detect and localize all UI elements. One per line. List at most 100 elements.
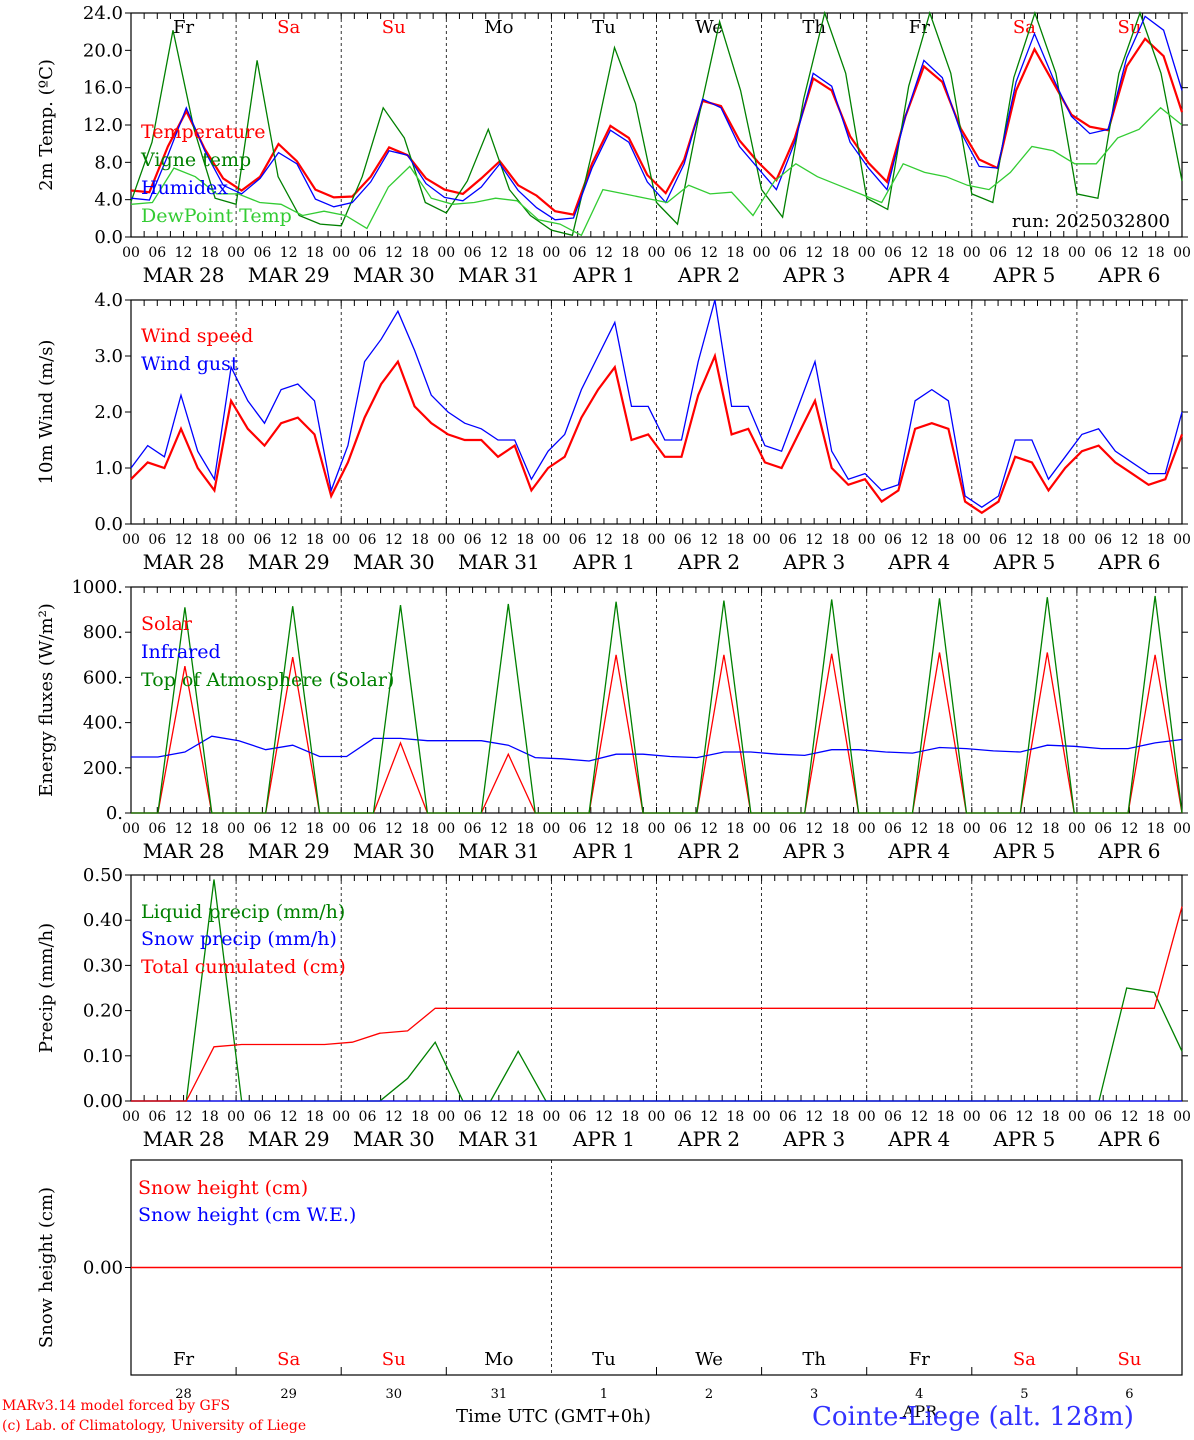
day-name: We	[695, 17, 723, 38]
legend-entry: Wind gust	[141, 353, 239, 375]
hour-label: 00	[542, 1109, 560, 1125]
hour-label: 00	[963, 1109, 981, 1125]
hour-label: 06	[148, 821, 166, 837]
date-label: MAR 31	[458, 263, 540, 287]
hour-label: 00	[122, 245, 140, 261]
hour-label: 06	[779, 821, 797, 837]
date-label: APR 5	[992, 263, 1055, 287]
y-tick-label: 0.10	[83, 1046, 123, 1067]
hour-label: 12	[1121, 245, 1139, 261]
date-label: APR 4	[887, 263, 950, 287]
hour-label: 12	[700, 245, 718, 261]
hour-label: 12	[1015, 821, 1033, 837]
hour-label: 00	[542, 532, 560, 548]
hour-label: 06	[884, 1109, 902, 1125]
legend-entry: Liquid precip (mm/h)	[141, 901, 345, 923]
hour-label: 00	[858, 1109, 876, 1125]
day-name: Th	[802, 1349, 826, 1370]
hour-label: 00	[542, 821, 560, 837]
hour-label: 06	[1094, 245, 1112, 261]
date-label: APR 3	[782, 1127, 845, 1151]
hour-label: 18	[832, 532, 850, 548]
series-line	[131, 595, 1183, 814]
day-name: Fr	[173, 1349, 194, 1370]
y-tick-label: 400.	[83, 713, 123, 734]
series-line	[131, 906, 1183, 1102]
hour-label: 18	[621, 532, 639, 548]
hour-label: 18	[1042, 532, 1060, 548]
hour-label: 06	[569, 245, 587, 261]
hour-label: 12	[490, 821, 508, 837]
date-label: MAR 28	[143, 1127, 225, 1151]
day-number: 29	[280, 1387, 297, 1402]
hour-label: 00	[1068, 1109, 1086, 1125]
legend-entry: Total cumulated (cm)	[141, 956, 346, 978]
legend-entry: Snow height (cm W.E.)	[138, 1204, 356, 1226]
day-name: Fr	[909, 1349, 930, 1370]
hour-label: 12	[700, 821, 718, 837]
hour-label: 12	[280, 821, 298, 837]
day-number: 2	[705, 1387, 713, 1402]
hour-label: 06	[464, 245, 482, 261]
date-label: MAR 28	[143, 263, 225, 287]
y-tick-label: 20.0	[83, 40, 123, 61]
hour-label: 18	[411, 245, 429, 261]
month-label: APR	[902, 1402, 938, 1421]
date-label: APR 1	[572, 263, 635, 287]
legend-entry: Snow height (cm)	[138, 1177, 308, 1199]
hour-label: 18	[1147, 821, 1165, 837]
hour-label: 00	[648, 245, 666, 261]
date-label: MAR 30	[353, 1127, 435, 1151]
hour-label: 12	[1121, 1109, 1139, 1125]
hour-label: 12	[805, 1109, 823, 1125]
hour-label: 18	[832, 1109, 850, 1125]
hour-label: 12	[175, 532, 193, 548]
date-label: APR 4	[887, 1127, 950, 1151]
hour-label: 18	[201, 245, 219, 261]
hour-label: 18	[516, 821, 534, 837]
hour-label: 18	[516, 245, 534, 261]
hour-label: 06	[1094, 821, 1112, 837]
hour-label: 06	[674, 532, 692, 548]
hour-label: 18	[201, 821, 219, 837]
hour-label: 12	[595, 1109, 613, 1125]
hour-label: 00	[648, 821, 666, 837]
y-tick-label: 24.0	[83, 3, 123, 24]
y-tick-label: 4.0	[94, 290, 123, 311]
hour-label: 12	[805, 821, 823, 837]
hour-label: 12	[700, 532, 718, 548]
date-label: APR 3	[782, 839, 845, 863]
date-label: MAR 29	[248, 839, 330, 863]
time-axis-label: Time UTC (GMT+0h)	[456, 1406, 651, 1427]
hour-label: 00	[437, 821, 455, 837]
date-label: APR 1	[572, 550, 635, 574]
hour-label: 00	[122, 821, 140, 837]
date-label: MAR 30	[353, 263, 435, 287]
hour-label: 00	[227, 1109, 245, 1125]
hour-label: 06	[359, 1109, 377, 1125]
hour-label: 00	[542, 245, 560, 261]
hour-label: 00	[963, 532, 981, 548]
y-tick-label: 12.0	[83, 115, 123, 136]
series-line	[130, 15, 1183, 221]
series-line	[130, 10, 1183, 237]
station-name: Cointe-Liege (alt. 128m)	[812, 1402, 1134, 1432]
hour-label: 00	[1173, 1109, 1191, 1125]
hour-label: 06	[464, 821, 482, 837]
y-tick-label: 16.0	[83, 78, 123, 99]
date-label: MAR 28	[143, 550, 225, 574]
hour-label: 00	[963, 245, 981, 261]
legend-entry: DewPoint Temp	[141, 205, 292, 227]
date-label: APR 6	[1097, 550, 1160, 574]
hour-label: 18	[937, 1109, 955, 1125]
series-line	[130, 352, 1184, 515]
date-label: MAR 31	[458, 1127, 540, 1151]
hour-label: 18	[411, 532, 429, 548]
hour-label: 06	[1094, 532, 1112, 548]
y-tick-label: 0.00	[83, 1091, 123, 1112]
date-label: APR 4	[887, 839, 950, 863]
day-number: 6	[1125, 1387, 1133, 1402]
date-label: APR 4	[887, 550, 950, 574]
hour-label: 00	[437, 1109, 455, 1125]
legend-entry: Top of Atmosphere (Solar)	[141, 669, 394, 691]
